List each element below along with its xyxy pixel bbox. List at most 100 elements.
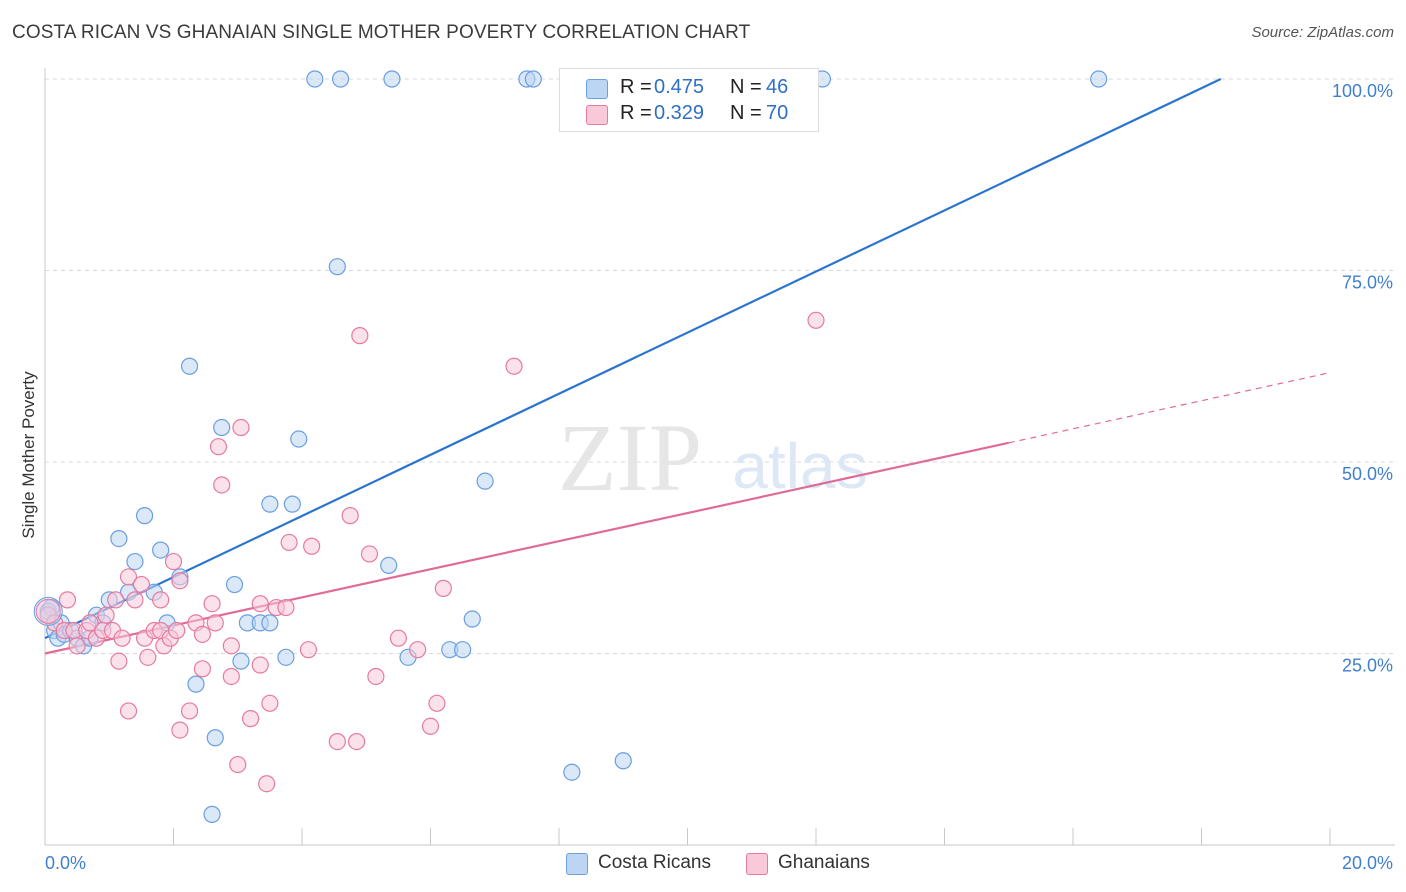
point-costa-rican	[383, 70, 401, 88]
legend-n-label: N =	[730, 76, 762, 98]
point-ghanaian	[110, 652, 128, 670]
point-ghanaian	[113, 629, 131, 647]
point-ghanaian	[107, 591, 125, 609]
point-ghanaian	[180, 702, 199, 720]
legend-n-label: N =	[730, 102, 762, 124]
point-costa-rican	[328, 258, 346, 276]
legend-r-label: R =	[620, 102, 652, 124]
legend-row-costa-ricans: R = 0.475 N = 46	[560, 74, 818, 102]
trend-lines	[44, 78, 1331, 655]
legend-r-value: 0.475	[654, 76, 705, 98]
point-ghanaian	[367, 667, 385, 686]
point-ghanaian	[203, 595, 221, 613]
y-axis-label: Single Mother Poverty	[19, 371, 38, 539]
point-costa-rican	[476, 472, 494, 490]
point-ghanaian	[164, 552, 183, 571]
point-costa-rican	[187, 675, 205, 693]
legend-row-ghanaians: R = 0.329 N = 70	[560, 100, 818, 128]
point-ghanaian	[299, 641, 318, 659]
point-ghanaian	[68, 637, 86, 655]
point-costa-rican	[463, 610, 481, 628]
x-tick-label: 0.0%	[45, 853, 86, 873]
point-ghanaian	[389, 629, 407, 647]
data-points	[33, 70, 1108, 823]
chart-title: COSTA RICAN VS GHANAIAN SINGLE MOTHER PO…	[12, 22, 751, 43]
point-ghanaian	[132, 575, 150, 594]
y-tick-label: 25.0%	[1342, 656, 1393, 676]
point-ghanaian	[258, 775, 276, 793]
point-ghanaian	[97, 606, 115, 624]
point-ghanaian	[193, 660, 212, 678]
trend-line-costa-ricans	[44, 78, 1222, 640]
point-ghanaian	[421, 717, 440, 735]
point-ghanaian	[206, 614, 224, 632]
point-ghanaian	[351, 327, 369, 345]
point-costa-rican	[232, 652, 250, 670]
point-ghanaian	[81, 614, 99, 632]
point-costa-rican	[126, 552, 144, 571]
point-costa-rican	[152, 541, 170, 559]
point-ghanaian	[35, 598, 61, 624]
watermark: ZIP atlas	[558, 404, 868, 511]
point-ghanaian	[251, 595, 269, 613]
legend-r-label: R =	[620, 76, 652, 98]
y-tick-label: 50.0%	[1342, 464, 1393, 484]
point-costa-rican	[283, 495, 301, 513]
point-ghanaian	[209, 438, 228, 456]
x-tick-label: 20.0%	[1342, 853, 1393, 873]
point-costa-rican	[290, 430, 308, 448]
point-ghanaian	[261, 694, 279, 712]
point-ghanaian	[428, 694, 446, 712]
point-costa-rican	[206, 729, 224, 747]
point-costa-rican	[380, 556, 398, 575]
axis-labels: 25.0% 50.0% 75.0% 100.0% 0.0% 20.0%	[45, 81, 1393, 873]
point-ghanaian	[348, 732, 366, 751]
point-ghanaian	[213, 476, 231, 494]
point-costa-rican	[33, 596, 63, 626]
point-costa-rican	[614, 752, 632, 770]
legend-swatch-pink	[586, 105, 608, 125]
point-ghanaian	[277, 598, 295, 617]
y-tick-label: 100.0%	[1332, 81, 1393, 101]
legend-r-value: 0.329	[654, 102, 705, 124]
point-costa-rican	[563, 763, 581, 781]
point-costa-rican	[306, 70, 324, 88]
point-ghanaian	[119, 702, 138, 720]
point-costa-rican	[213, 418, 231, 437]
point-costa-rican	[135, 507, 154, 525]
point-ghanaian	[409, 641, 427, 659]
point-costa-rican	[1090, 70, 1108, 88]
point-ghanaian	[807, 311, 825, 329]
point-costa-rican	[110, 529, 128, 548]
point-ghanaian	[505, 357, 523, 375]
y-tick-label: 75.0%	[1342, 273, 1393, 293]
bottom-legend-label: Costa Ricans	[598, 852, 711, 873]
point-ghanaian	[360, 545, 379, 563]
point-ghanaian	[139, 648, 157, 666]
legend: R = 0.475 N = 46 R = 0.329 N = 70	[559, 68, 819, 132]
legend-n-value: 46	[766, 76, 789, 98]
point-ghanaian	[341, 507, 359, 525]
point-ghanaian	[193, 625, 212, 643]
point-ghanaian	[434, 579, 452, 597]
point-ghanaian	[222, 667, 240, 686]
trend-line-ghanaians	[44, 441, 1009, 655]
point-costa-rican	[203, 805, 221, 823]
point-ghanaian	[222, 637, 240, 655]
point-ghanaian	[58, 591, 77, 609]
source-label: Source: ZipAtlas.com	[1251, 24, 1394, 41]
point-ghanaian	[328, 732, 346, 751]
gridlines	[45, 78, 1395, 654]
point-ghanaian	[229, 755, 247, 774]
legend-n-value: 70	[766, 102, 789, 124]
point-ghanaian	[171, 572, 189, 590]
point-ghanaian	[303, 537, 321, 555]
axes	[44, 68, 1395, 846]
point-costa-rican	[331, 70, 350, 88]
point-costa-rican	[261, 495, 279, 513]
point-costa-rican	[454, 641, 472, 659]
bottom-legend-swatch-pink	[746, 853, 768, 875]
point-ghanaian	[242, 710, 260, 728]
point-ghanaian	[280, 533, 298, 552]
